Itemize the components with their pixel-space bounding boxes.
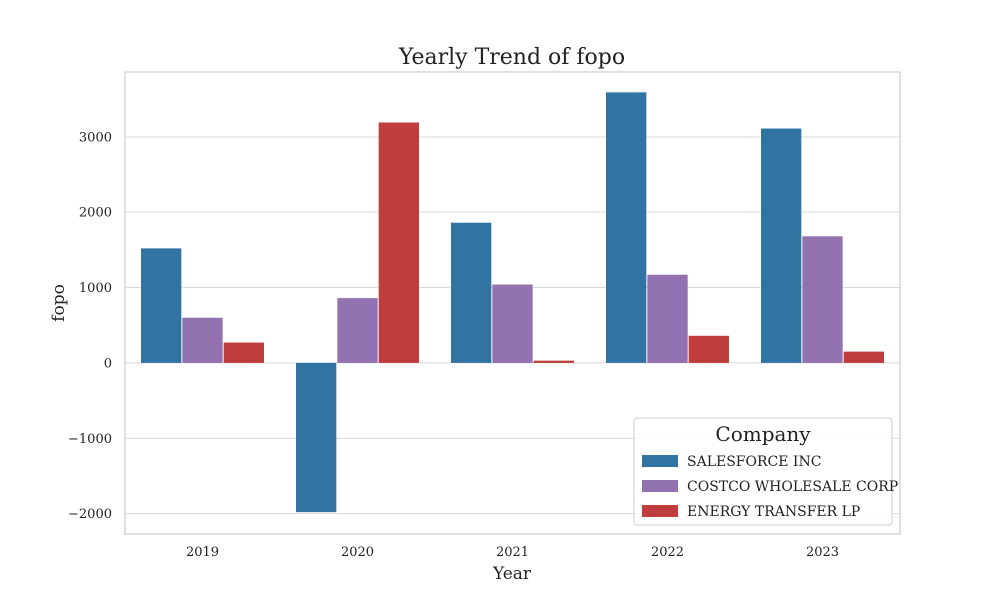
- x-tick-labels: 2019 2020 2021 2022 2023: [186, 545, 839, 560]
- bar: [141, 248, 182, 363]
- bar: [533, 360, 574, 363]
- x-tick-label: 2019: [186, 545, 219, 560]
- bar: [223, 342, 264, 363]
- plot-frame: [124, 71, 901, 535]
- bar: [843, 351, 884, 363]
- bar: [647, 274, 688, 363]
- legend-box: [633, 417, 893, 526]
- bar: [802, 236, 843, 363]
- x-axis-label: Year: [492, 564, 532, 584]
- bar: [451, 222, 492, 363]
- bars: [141, 92, 884, 513]
- bar: [606, 92, 647, 363]
- y-tick-label: 3000: [79, 130, 112, 145]
- x-tick-label: 2023: [806, 545, 839, 560]
- legend-title: Company: [715, 422, 811, 446]
- chart-title: Yearly Trend of fopo: [398, 45, 625, 70]
- bar: [378, 122, 419, 363]
- legend: Company SALESFORCE INC COSTCO WHOLESALE C…: [633, 417, 898, 526]
- bar: [688, 335, 729, 363]
- y-tick-label: 1000: [79, 281, 112, 296]
- x-tick-label: 2022: [651, 545, 684, 560]
- x-tick-label: 2020: [341, 545, 374, 560]
- y-axis-label: fopo: [49, 284, 69, 322]
- x-tick-label: 2021: [496, 545, 529, 560]
- bar: [182, 317, 223, 363]
- legend-swatch: [642, 455, 678, 467]
- y-tick-label: −2000: [68, 507, 112, 522]
- bar: [761, 128, 802, 363]
- bar: [337, 298, 378, 363]
- legend-swatch: [642, 480, 678, 492]
- y-tick-labels: −2000 −1000 0 1000 2000 3000: [68, 130, 112, 522]
- legend-entry: COSTCO WHOLESALE CORP: [687, 479, 898, 495]
- legend-entry: SALESFORCE INC: [687, 454, 821, 470]
- bar: [296, 362, 337, 513]
- y-tick-label: 0: [104, 356, 112, 371]
- y-tick-label: 2000: [79, 206, 112, 221]
- legend-swatch: [642, 505, 678, 517]
- legend-entry: ENERGY TRANSFER LP: [687, 504, 860, 520]
- y-tick-label: −1000: [68, 432, 112, 447]
- bar: [492, 284, 533, 363]
